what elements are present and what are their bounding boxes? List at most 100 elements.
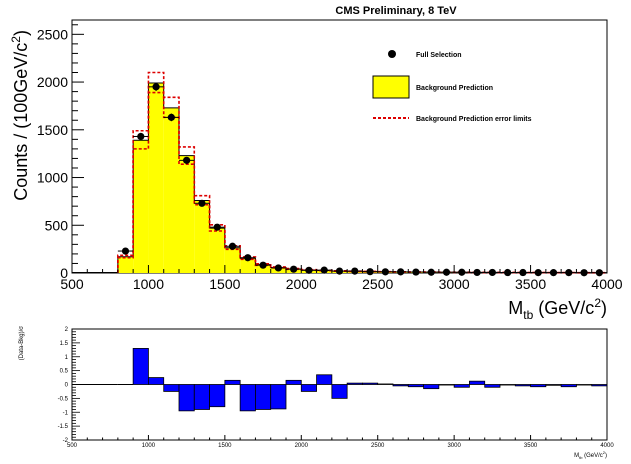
ratio-bar bbox=[560, 384, 577, 388]
data-point bbox=[198, 199, 206, 207]
data-point bbox=[442, 268, 451, 276]
data-point bbox=[274, 264, 282, 272]
ratio-y-tick-label: 1 bbox=[65, 355, 69, 361]
ratio-x-tick-label: 2500 bbox=[371, 443, 385, 449]
ratio-bar bbox=[346, 382, 363, 385]
legend-marker-circle bbox=[388, 50, 396, 58]
data-point bbox=[519, 268, 527, 277]
background-bar bbox=[240, 258, 256, 273]
data-point bbox=[335, 267, 344, 275]
ratio-y-ticks: -2 -1.5 -1 -0.5 0 0.5 1 1.5 2 bbox=[58, 327, 80, 444]
background-bar bbox=[194, 200, 210, 273]
ratio-bar bbox=[193, 384, 210, 410]
ratio-bar bbox=[255, 384, 272, 410]
ratio-bar bbox=[377, 383, 394, 385]
data-point bbox=[137, 132, 145, 141]
ratio-y-tick-label: -1.5 bbox=[58, 424, 69, 430]
ratio-x-axis-label: Mtb (GeV/c2) bbox=[574, 450, 607, 460]
main-y-ticks: 0 500 1000 1500 2000 2500 bbox=[37, 24, 84, 281]
background-bar bbox=[209, 228, 225, 273]
ratio-bar bbox=[392, 384, 409, 387]
legend: Full Selection Background Prediction Bac… bbox=[372, 50, 532, 123]
data-point bbox=[534, 269, 542, 277]
data-point bbox=[458, 268, 466, 276]
full-selection-points bbox=[117, 82, 607, 277]
ratio-bar bbox=[591, 384, 608, 387]
x-tick-label: 1500 bbox=[209, 276, 240, 292]
ratio-panel: 500 1000 1500 2000 2500 3000 3500 4000 -2 -1.5 -1… bbox=[19, 326, 614, 460]
main-x-axis-label: Mtb (GeV/c2) bbox=[508, 296, 607, 322]
data-point bbox=[397, 268, 405, 276]
ratio-bar bbox=[438, 384, 455, 386]
data-point bbox=[412, 268, 420, 276]
y-tick-label: 1500 bbox=[37, 122, 68, 138]
ratio-x-tick-label: 3500 bbox=[524, 443, 538, 449]
data-point bbox=[213, 223, 221, 231]
ratio-bar bbox=[224, 379, 241, 385]
ratio-y-tick-label: -0.5 bbox=[58, 396, 69, 402]
data-point bbox=[565, 269, 573, 277]
ratio-bar bbox=[514, 384, 531, 387]
ratio-bar bbox=[178, 384, 195, 412]
ratio-x-tick-label: 4000 bbox=[600, 443, 614, 449]
data-point bbox=[549, 269, 558, 277]
data-point bbox=[167, 113, 175, 121]
y-tick-label: 2000 bbox=[37, 74, 68, 90]
ratio-bar bbox=[285, 379, 302, 385]
y-tick-label: 2500 bbox=[37, 26, 68, 42]
data-point bbox=[381, 268, 389, 276]
ratio-bar bbox=[148, 377, 165, 385]
ratio-bar bbox=[209, 384, 226, 408]
ratio-x-tick-label: 1500 bbox=[218, 443, 232, 449]
y-tick-label: 500 bbox=[45, 217, 69, 233]
background-bar bbox=[255, 264, 271, 273]
data-point bbox=[504, 268, 512, 277]
legend-item-background-prediction: Background Prediction bbox=[372, 75, 493, 99]
data-point bbox=[351, 267, 359, 275]
x-tick-label: 3500 bbox=[515, 276, 546, 292]
ratio-bar bbox=[423, 384, 440, 390]
background-bar bbox=[179, 155, 195, 273]
y-tick-label: 1000 bbox=[37, 170, 68, 186]
ratio-bar bbox=[499, 384, 516, 386]
ratio-bar bbox=[132, 348, 149, 385]
background-bar bbox=[133, 140, 149, 273]
data-point bbox=[580, 269, 588, 277]
x-tick-label: 2000 bbox=[286, 276, 317, 292]
background-bar bbox=[163, 107, 179, 274]
main-histogram-panel: 500 1000 1500 2000 2500 3000 3500 4000 0 500 1000… bbox=[9, 5, 623, 322]
legend-label-full-selection: Full Selection bbox=[416, 52, 462, 59]
x-tick-label: 500 bbox=[60, 276, 84, 292]
data-point bbox=[320, 266, 328, 274]
ratio-bar bbox=[576, 384, 593, 386]
data-point bbox=[152, 83, 160, 91]
legend-swatch-yellow bbox=[372, 75, 410, 99]
ratio-y-tick-label: 0 bbox=[65, 383, 69, 389]
data-point bbox=[121, 247, 130, 255]
ratio-bar bbox=[270, 384, 287, 410]
main-x-ticks: 500 1000 1500 2000 2500 3000 3500 4000 bbox=[60, 265, 623, 292]
ratio-bar bbox=[453, 384, 470, 388]
data-point bbox=[228, 242, 237, 250]
ratio-x-tick-label: 1000 bbox=[142, 443, 156, 449]
ratio-bar bbox=[484, 384, 501, 388]
legend-item-error-limits: Background Prediction error limits bbox=[373, 116, 532, 123]
x-tick-label: 4000 bbox=[591, 276, 622, 292]
data-point bbox=[488, 268, 496, 277]
data-point bbox=[595, 269, 603, 277]
data-point bbox=[259, 261, 267, 269]
ratio-bar bbox=[300, 384, 317, 392]
ratio-bar bbox=[316, 374, 333, 385]
y-tick-label: 0 bbox=[60, 265, 68, 281]
chart-title: CMS Preliminary, 8 TeV bbox=[335, 5, 457, 17]
data-point bbox=[244, 254, 252, 262]
data-point bbox=[183, 156, 191, 164]
legend-item-full-selection: Full Selection bbox=[388, 50, 462, 59]
data-point bbox=[427, 268, 435, 276]
ratio-y-axis-label: (Data-Bkg)/σ bbox=[19, 326, 25, 361]
ratio-x-tick-label: 2000 bbox=[295, 443, 309, 449]
x-tick-label: 3000 bbox=[439, 276, 470, 292]
ratio-x-tick-label: 500 bbox=[67, 443, 78, 449]
ratio-bar bbox=[469, 380, 486, 385]
